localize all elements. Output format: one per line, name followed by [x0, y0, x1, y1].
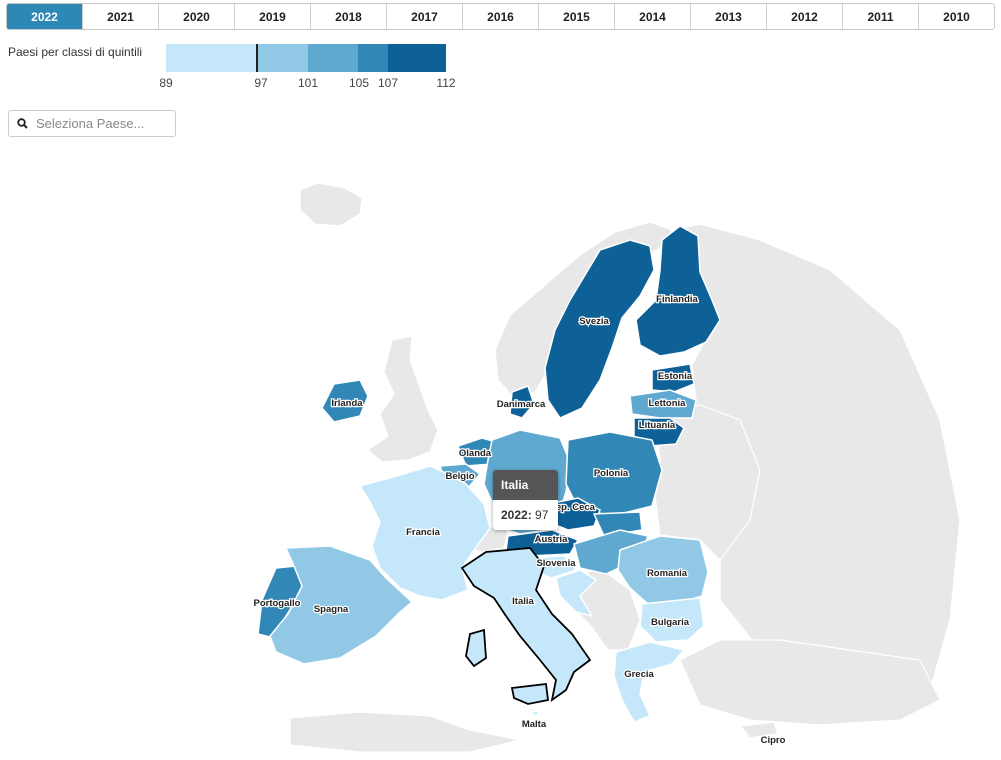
tab-year-2022[interactable]: 2022	[7, 4, 82, 29]
tab-year-2017[interactable]: 2017	[386, 4, 462, 29]
tab-year-2011[interactable]: 2011	[842, 4, 918, 29]
legend-class-2	[257, 44, 308, 72]
legend-class-1	[166, 44, 257, 72]
country-grecia[interactable]	[613, 641, 686, 723]
search-input[interactable]	[36, 116, 166, 131]
label-malta: Malta	[522, 719, 547, 730]
legend-title: Paesi per classi di quintili	[8, 45, 143, 59]
tooltip-body: 2022: 97	[493, 500, 558, 530]
legend-scale	[166, 44, 446, 72]
tab-year-2013[interactable]: 2013	[690, 4, 766, 29]
country-lettonia[interactable]	[629, 389, 697, 419]
label-grecia: Grecia	[624, 669, 654, 680]
label-estonia: Estonia	[658, 371, 693, 382]
year-tabs: 2022 2021 2020 2019 2018 2017 2016 2015 …	[6, 3, 995, 30]
country-cipro[interactable]	[738, 721, 779, 739]
label-lettonia: Lettonia	[649, 398, 687, 409]
country-iceland[interactable]	[299, 182, 363, 227]
legend-class-5	[388, 44, 446, 72]
legend-tick: 89	[159, 76, 173, 90]
label-finlandia: Finlandia	[656, 294, 698, 305]
tab-year-2010[interactable]: 2010	[918, 4, 994, 29]
legend-class-4	[358, 44, 388, 72]
country-svezia[interactable]	[544, 239, 655, 419]
country-sicilia[interactable]	[510, 683, 549, 705]
label-slovenia: Slovenia	[536, 558, 576, 569]
country-bulgaria[interactable]	[639, 597, 705, 643]
legend-tick: 112	[436, 76, 456, 90]
country-polonia[interactable]	[565, 431, 663, 517]
tab-year-2014[interactable]: 2014	[614, 4, 690, 29]
country-malta[interactable]	[531, 710, 539, 716]
country-danimarca[interactable]	[509, 385, 535, 419]
map-tooltip: Italia 2022: 97	[493, 470, 558, 530]
label-francia: Francia	[406, 527, 441, 538]
legend-tick: 107	[377, 76, 399, 90]
legend-value-marker	[256, 44, 258, 72]
legend-tick: 105	[348, 76, 370, 90]
label-italia: Italia	[512, 596, 534, 607]
tab-year-2018[interactable]: 2018	[310, 4, 386, 29]
legend-tick: 101	[297, 76, 319, 90]
label-irlanda: Irlanda	[331, 398, 363, 409]
country-uk[interactable]	[367, 335, 439, 463]
legend-tick: 97	[254, 76, 268, 90]
country-italia[interactable]	[460, 547, 592, 703]
label-danimarca: Danimarca	[497, 399, 546, 410]
country-irlanda[interactable]	[321, 379, 369, 423]
tab-year-2016[interactable]: 2016	[462, 4, 538, 29]
tooltip-value: 97	[535, 508, 549, 522]
label-bulgaria: Bulgaria	[651, 617, 690, 628]
country-finlandia[interactable]	[635, 225, 721, 357]
label-lituania: Lituania	[639, 420, 676, 431]
non-eu-countries	[289, 182, 961, 753]
tab-year-2020[interactable]: 2020	[158, 4, 234, 29]
tooltip-year: 2022:	[501, 508, 532, 522]
country-estonia[interactable]	[651, 363, 695, 393]
label-romania: Romania	[647, 568, 688, 579]
label-olanda: Olanda	[459, 448, 492, 459]
country-sardegna[interactable]	[465, 628, 487, 668]
tab-year-2012[interactable]: 2012	[766, 4, 842, 29]
label-svezia: Svezia	[579, 316, 609, 327]
country-north-africa[interactable]	[289, 711, 521, 753]
label-polonia: Polonia	[594, 468, 629, 479]
tooltip-country: Italia	[493, 470, 558, 500]
label-cipro: Cipro	[761, 735, 786, 746]
country-francia[interactable]	[358, 465, 491, 601]
choropleth-map: Finlandia Svezia Estonia Lettonia Lituan…	[252, 182, 961, 753]
country-search[interactable]	[8, 110, 176, 137]
label-austria: Austria	[535, 534, 568, 545]
tab-year-2019[interactable]: 2019	[234, 4, 310, 29]
eu-countries	[257, 225, 779, 739]
label-rep-ceca: Rep. Ceca	[549, 502, 596, 513]
country-croazia[interactable]	[555, 569, 598, 618]
label-portogallo: Portogallo	[254, 598, 301, 609]
country-turkey[interactable]	[679, 639, 941, 726]
tab-year-2021[interactable]: 2021	[82, 4, 158, 29]
label-spagna: Spagna	[314, 604, 349, 615]
country-slovacchia[interactable]	[592, 511, 643, 537]
tab-year-2015[interactable]: 2015	[538, 4, 614, 29]
label-belgio: Belgio	[445, 471, 474, 482]
search-icon	[17, 118, 28, 129]
country-labels: Finlandia Svezia Estonia Lettonia Lituan…	[252, 293, 786, 747]
legend-class-3	[308, 44, 358, 72]
country-spagna[interactable]	[269, 545, 414, 665]
